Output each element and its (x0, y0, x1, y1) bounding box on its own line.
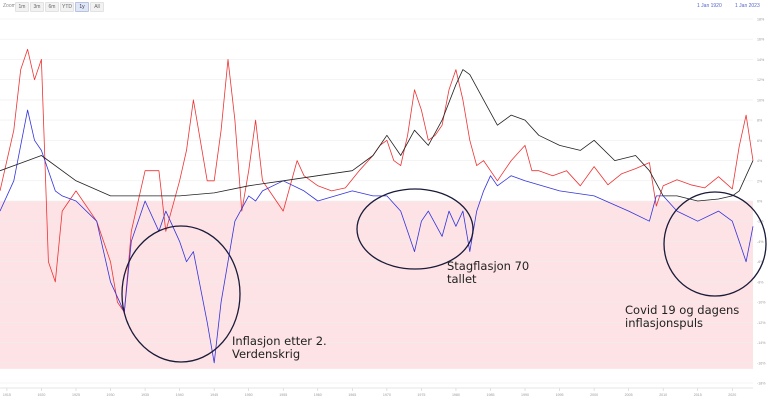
x-tick-label: 1950 (245, 393, 253, 397)
zoom-ytd-button[interactable]: YTD (60, 2, 74, 12)
y-tick-label: 8% (757, 119, 763, 123)
y-tick-label: -10% (757, 301, 766, 305)
y-tick-label: 14% (757, 58, 765, 62)
zoom-label: Zoom (3, 3, 16, 9)
x-tick-label: 1935 (141, 393, 149, 397)
stagflation-annotation-circle (356, 188, 474, 270)
covid-annotation-circle (663, 191, 767, 297)
ww2-annotation-circle (121, 225, 241, 363)
series-line-1 (0, 109, 754, 364)
from-date-input[interactable]: 1 Jan 1920 (697, 3, 722, 9)
y-tick-label: -6% (757, 260, 764, 264)
zoom-6m-button[interactable]: 6m (45, 2, 59, 12)
y-tick-label: 18% (757, 18, 765, 22)
y-tick-label: 16% (757, 38, 765, 42)
annotation-covid: Covid 19 og dagens inflasjonspuls (625, 303, 740, 330)
y-tick-label: 2% (757, 179, 763, 183)
y-tick-label: 0% (757, 200, 763, 204)
zoom-1m-button[interactable]: 1m (15, 2, 29, 12)
negative-region-band (0, 201, 753, 369)
y-tick-label: 12% (757, 78, 765, 82)
x-tick-label: 1940 (176, 393, 184, 397)
y-tick-label: -18% (757, 382, 766, 386)
annotation-stagflation: Stagflasjon 70 tallet (447, 259, 530, 286)
x-tick-label: 1955 (279, 393, 287, 397)
y-tick-label: -14% (757, 341, 766, 345)
zoom-1y-button[interactable]: 1y (75, 2, 89, 12)
zoom-3m-button[interactable]: 3m (30, 2, 44, 12)
series-line-2 (0, 69, 754, 202)
x-tick-label: 1995 (556, 393, 564, 397)
x-tick-label: 1985 (486, 393, 494, 397)
x-tick-label: 2000 (590, 393, 598, 397)
y-tick-label: -4% (757, 240, 764, 244)
x-tick-label: 1915 (3, 393, 11, 397)
x-tick-label: 1930 (107, 393, 115, 397)
range-selector: Zoom 1m 3m 6m YTD 1y All 1 Jan 1920 1 Ja… (0, 0, 768, 14)
x-tick-label: 1970 (383, 393, 391, 397)
x-tick-label: 1990 (521, 393, 529, 397)
y-tick-label: 10% (757, 98, 765, 102)
x-tick-label: 2005 (625, 393, 633, 397)
y-tick-label: 4% (757, 159, 763, 163)
annotation-ww2: Inflasjon etter 2. Verdenskrig (232, 334, 327, 361)
x-tick-label: 2010 (659, 393, 667, 397)
x-tick-label: 1920 (37, 393, 45, 397)
x-tick-label: 1960 (314, 393, 322, 397)
y-tick-label: 6% (757, 139, 763, 143)
to-date-input[interactable]: 1 Jan 2023 (735, 3, 760, 9)
y-tick-label: -8% (757, 280, 764, 284)
x-tick-label: 2020 (728, 393, 736, 397)
x-tick-label: 1965 (348, 393, 356, 397)
x-tick-label: 2015 (694, 393, 702, 397)
y-tick-label: -12% (757, 321, 766, 325)
x-tick-label: 1980 (452, 393, 460, 397)
zoom-all-button[interactable]: All (90, 2, 104, 12)
x-tick-label: 1925 (72, 393, 80, 397)
x-tick-label: 1975 (417, 393, 425, 397)
y-tick-label: -16% (757, 361, 766, 365)
x-tick-label: 1945 (210, 393, 218, 397)
